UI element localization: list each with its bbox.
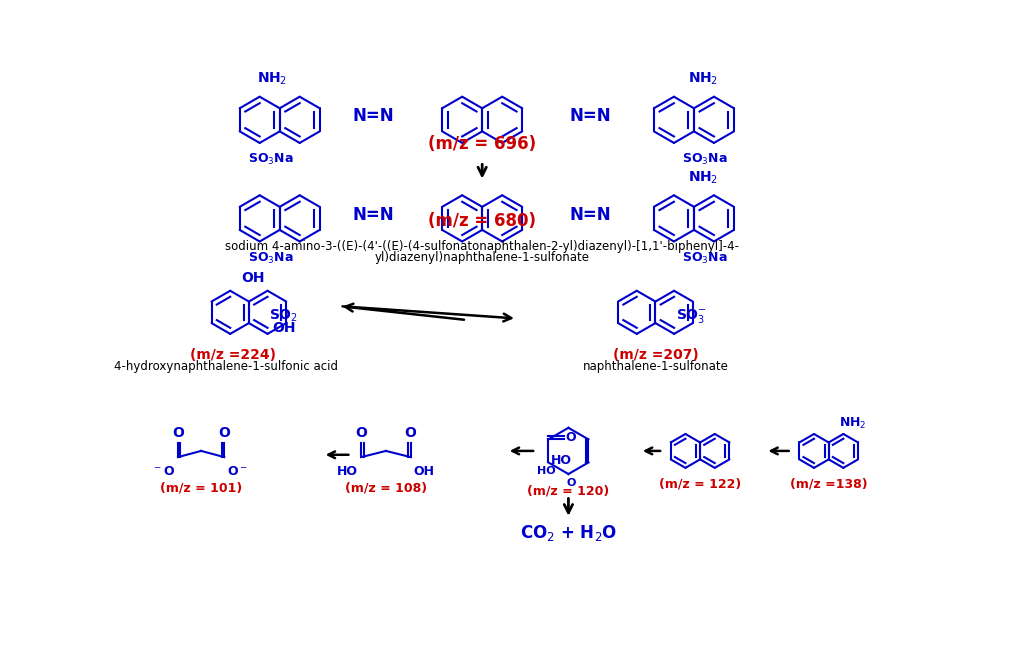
Text: NH$_2$: NH$_2$ xyxy=(688,170,719,186)
Text: (m/z = 680): (m/z = 680) xyxy=(428,212,537,230)
Text: N=N: N=N xyxy=(352,205,394,224)
Text: N=N: N=N xyxy=(569,205,611,224)
Text: (m/z =207): (m/z =207) xyxy=(612,348,698,362)
Text: yl)diazenyl)naphthalene-1-sulfonate: yl)diazenyl)naphthalene-1-sulfonate xyxy=(374,251,589,263)
Text: (m/z =138): (m/z =138) xyxy=(790,478,868,491)
Text: OH: OH xyxy=(241,271,265,285)
Text: sodium 4-amino-3-((E)-(4'-((E)-(4-sulfonatonaphthalen-2-yl)diazenyl)-[1,1'-biphe: sodium 4-amino-3-((E)-(4'-((E)-(4-sulfon… xyxy=(225,240,739,253)
Text: SO$_3$Na: SO$_3$Na xyxy=(247,152,294,168)
Text: O: O xyxy=(356,426,367,440)
Text: O: O xyxy=(172,426,184,440)
Text: naphthalene-1-sulfonate: naphthalene-1-sulfonate xyxy=(582,360,728,373)
Text: OH: OH xyxy=(272,321,296,334)
Text: (m/z = 122): (m/z = 122) xyxy=(659,478,741,491)
Text: SO$_3$Na: SO$_3$Na xyxy=(681,251,728,266)
Text: O: O xyxy=(566,478,576,488)
Text: NH$_2$: NH$_2$ xyxy=(256,71,287,87)
Text: N=N: N=N xyxy=(352,107,394,125)
Text: (m/z = 696): (m/z = 696) xyxy=(428,135,537,153)
Text: (m/z = 120): (m/z = 120) xyxy=(527,485,610,497)
Text: HO: HO xyxy=(537,466,555,477)
Text: HO: HO xyxy=(337,465,358,478)
Text: O$^-$: O$^-$ xyxy=(227,465,248,478)
Text: SO$_3$Na: SO$_3$Na xyxy=(681,152,728,168)
Text: NH$_2$: NH$_2$ xyxy=(840,416,866,431)
Text: (m/z = 108): (m/z = 108) xyxy=(345,482,427,495)
Text: (m/z =224): (m/z =224) xyxy=(190,348,276,362)
Text: NH$_2$: NH$_2$ xyxy=(688,71,719,87)
Text: O: O xyxy=(218,426,231,440)
Text: 4-hydroxynaphthalene-1-sulfonic acid: 4-hydroxynaphthalene-1-sulfonic acid xyxy=(114,360,338,373)
Text: N=N: N=N xyxy=(569,107,611,125)
Text: SO$_3$Na: SO$_3$Na xyxy=(247,251,294,266)
Text: HO: HO xyxy=(550,454,572,467)
Text: SO$_2$: SO$_2$ xyxy=(269,308,298,324)
Text: O: O xyxy=(404,426,417,440)
Text: $^-$O: $^-$O xyxy=(152,465,175,478)
Text: OH: OH xyxy=(414,465,434,478)
Text: (m/z = 101): (m/z = 101) xyxy=(160,482,242,495)
Text: CO$_2$ + H$_2$O: CO$_2$ + H$_2$O xyxy=(520,524,617,543)
Text: SO$_3^{-}$: SO$_3^{-}$ xyxy=(676,307,707,325)
Text: O: O xyxy=(566,432,576,444)
